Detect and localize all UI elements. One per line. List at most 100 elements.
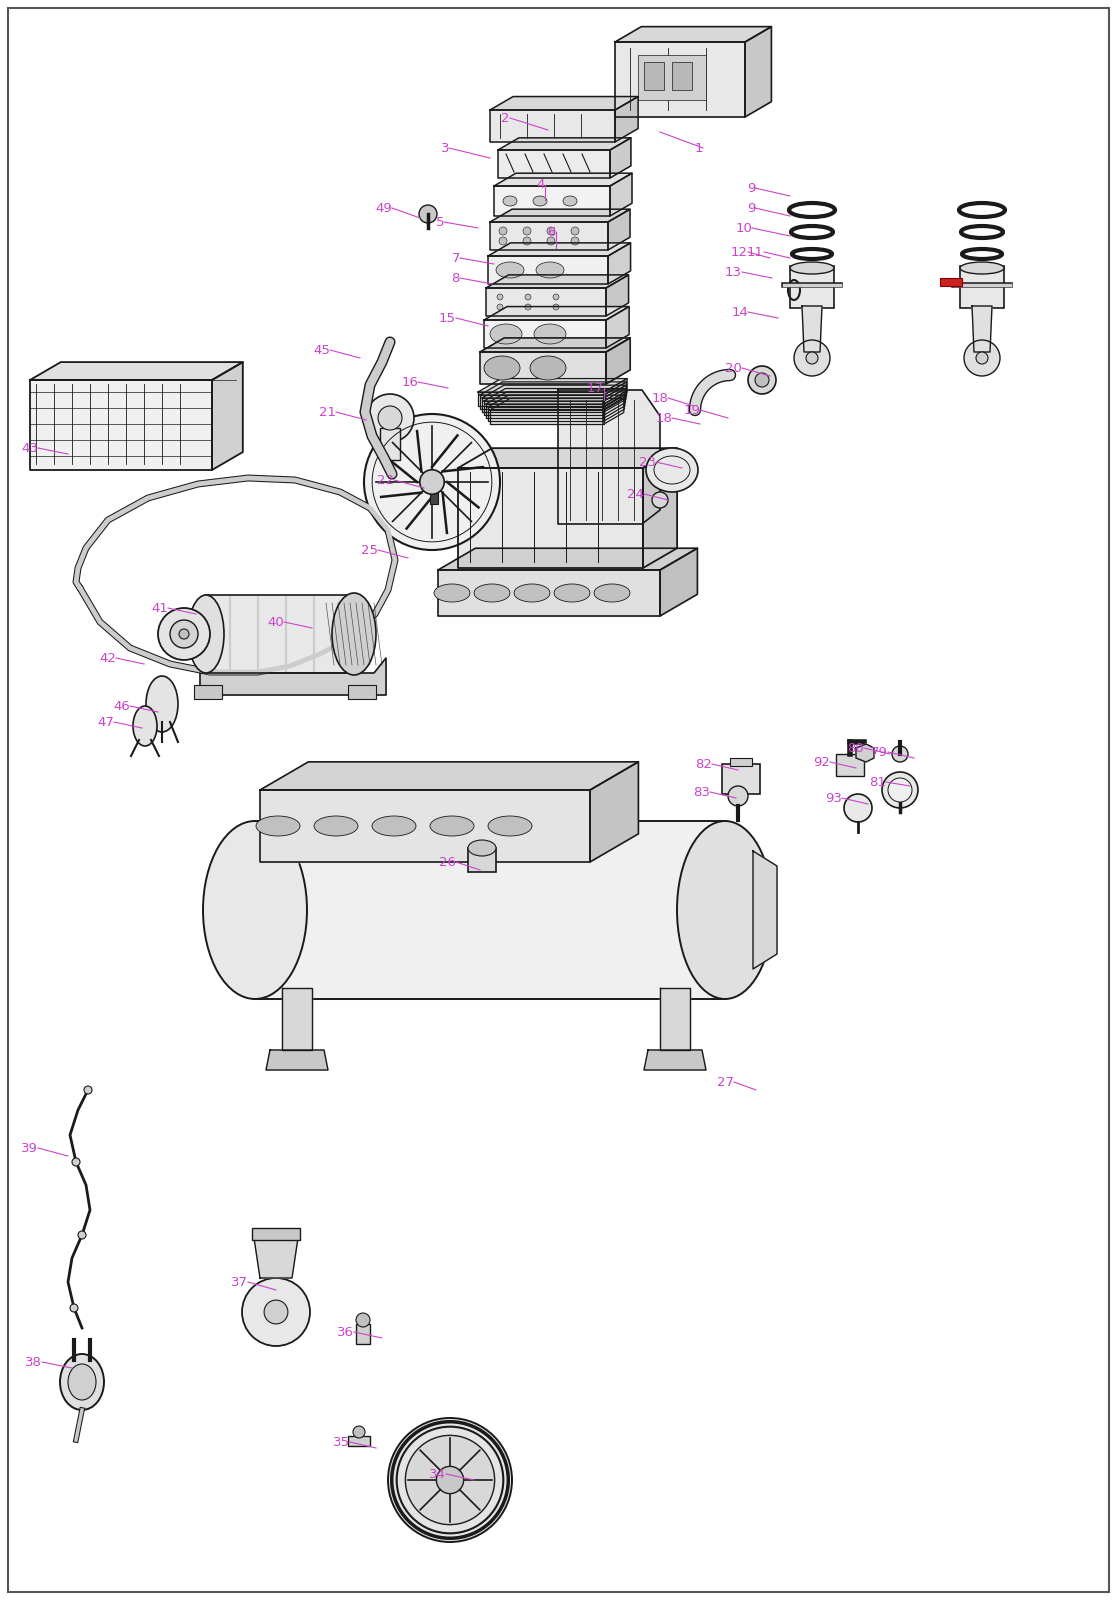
Bar [194, 685, 222, 699]
Polygon shape [255, 821, 725, 998]
Text: 20: 20 [725, 362, 742, 374]
Polygon shape [488, 243, 631, 256]
Ellipse shape [430, 816, 474, 835]
Circle shape [525, 294, 531, 301]
Bar [722, 765, 760, 794]
Text: 93: 93 [825, 792, 842, 805]
Text: 92: 92 [813, 755, 830, 768]
Polygon shape [608, 243, 631, 285]
Polygon shape [856, 744, 873, 762]
Text: 41: 41 [151, 602, 168, 614]
Polygon shape [480, 338, 630, 352]
Circle shape [71, 1158, 80, 1166]
Bar [252, 1229, 300, 1240]
Text: 25: 25 [361, 544, 378, 557]
Bar [645, 62, 663, 90]
Circle shape [364, 414, 500, 550]
Circle shape [523, 237, 531, 245]
Circle shape [70, 1304, 78, 1312]
Circle shape [806, 352, 818, 365]
Ellipse shape [554, 584, 590, 602]
Polygon shape [660, 549, 697, 616]
Text: 2: 2 [502, 112, 510, 125]
Ellipse shape [536, 262, 564, 278]
Text: 37: 37 [231, 1275, 248, 1288]
Ellipse shape [474, 584, 510, 602]
Polygon shape [486, 275, 629, 288]
Text: 1: 1 [695, 141, 703, 155]
Circle shape [571, 227, 579, 235]
Ellipse shape [503, 195, 517, 206]
Circle shape [499, 237, 507, 245]
Text: 42: 42 [99, 651, 116, 664]
Bar [790, 266, 834, 307]
Ellipse shape [60, 1354, 104, 1410]
Ellipse shape [68, 1363, 96, 1400]
Circle shape [499, 227, 507, 235]
Bar [638, 54, 706, 99]
Polygon shape [200, 658, 386, 694]
Text: 18: 18 [656, 411, 672, 424]
Circle shape [748, 366, 776, 394]
Polygon shape [660, 987, 690, 1050]
Polygon shape [615, 96, 638, 142]
Circle shape [497, 304, 503, 310]
Polygon shape [615, 27, 772, 42]
Text: 14: 14 [732, 306, 748, 318]
Ellipse shape [314, 816, 359, 835]
Polygon shape [484, 307, 629, 320]
Polygon shape [802, 306, 822, 352]
Polygon shape [483, 386, 626, 398]
Polygon shape [745, 27, 772, 117]
Polygon shape [753, 851, 777, 970]
Ellipse shape [533, 195, 547, 206]
Polygon shape [490, 96, 638, 110]
Circle shape [892, 746, 908, 762]
Bar [349, 1437, 370, 1446]
Polygon shape [498, 150, 610, 178]
Text: 16: 16 [401, 376, 418, 389]
Circle shape [419, 205, 437, 222]
Polygon shape [607, 275, 629, 317]
Circle shape [405, 1435, 495, 1525]
Ellipse shape [646, 448, 698, 493]
Polygon shape [438, 570, 660, 616]
Bar [430, 477, 438, 504]
Circle shape [525, 304, 531, 310]
Text: 79: 79 [871, 746, 888, 758]
Polygon shape [30, 362, 242, 379]
Circle shape [356, 1314, 370, 1326]
Text: 13: 13 [725, 266, 742, 278]
Polygon shape [480, 395, 604, 410]
Circle shape [571, 237, 579, 245]
Text: 3: 3 [440, 141, 449, 155]
Ellipse shape [256, 816, 300, 835]
Polygon shape [260, 762, 639, 790]
Text: 26: 26 [439, 856, 456, 869]
Polygon shape [254, 1238, 298, 1278]
Circle shape [437, 1466, 464, 1494]
Circle shape [388, 1418, 512, 1542]
Text: 81: 81 [869, 776, 886, 789]
Polygon shape [484, 402, 604, 414]
Bar [941, 278, 962, 286]
Text: 4: 4 [536, 179, 545, 192]
Circle shape [523, 227, 531, 235]
Text: 83: 83 [694, 786, 710, 798]
Polygon shape [281, 987, 312, 1050]
Polygon shape [486, 403, 604, 418]
Text: 39: 39 [21, 1141, 38, 1155]
Polygon shape [212, 362, 242, 470]
Text: 47: 47 [97, 715, 114, 728]
Circle shape [497, 294, 503, 301]
Text: 46: 46 [113, 699, 130, 712]
Polygon shape [490, 210, 630, 222]
Text: 82: 82 [695, 757, 712, 771]
Text: 5: 5 [436, 216, 443, 229]
Polygon shape [608, 210, 630, 250]
Polygon shape [607, 307, 629, 349]
Polygon shape [490, 410, 604, 424]
Polygon shape [490, 222, 608, 250]
Ellipse shape [435, 584, 470, 602]
Polygon shape [604, 395, 624, 421]
